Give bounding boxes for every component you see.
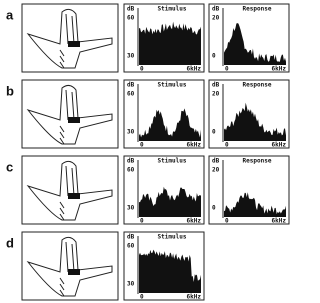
- panel-title: Stimulus: [158, 6, 187, 13]
- ossicle: [66, 90, 74, 120]
- x-start-label: 0: [140, 218, 144, 225]
- panel-title: Stimulus: [158, 82, 187, 89]
- hatch: [60, 50, 64, 68]
- stapes: [68, 41, 80, 47]
- x-end-label: 6kHz: [272, 218, 287, 225]
- spectrum: [139, 187, 201, 217]
- x-end-label: 6kHz: [187, 294, 202, 301]
- spectrum: [224, 103, 286, 141]
- ear-schematic: [22, 80, 118, 148]
- stimulus-panel: Stimulus dB 60 30 0 6kHz: [124, 4, 204, 73]
- x-end-label: 6kHz: [187, 218, 202, 225]
- schematic-frame: [22, 232, 118, 300]
- x-start-label: 0: [225, 66, 229, 73]
- x-end-label: 6kHz: [272, 66, 287, 73]
- spectrum: [224, 192, 286, 217]
- axis-unit: dB: [127, 82, 135, 89]
- x-start-label: 0: [225, 218, 229, 225]
- panel-title: Response: [243, 6, 272, 13]
- axis-unit: dB: [127, 158, 135, 165]
- x-end-label: 6kHz: [187, 66, 202, 73]
- x-end-label: 6kHz: [272, 142, 287, 149]
- y-tick-label: 60: [127, 91, 135, 98]
- panel-label: b: [6, 83, 14, 98]
- axis-unit: dB: [127, 6, 135, 13]
- x-start-label: 0: [140, 142, 144, 149]
- response-panel: Response dB 20 0 0 6kHz: [209, 80, 289, 149]
- panel-title: Stimulus: [158, 234, 187, 241]
- ossicle: [66, 242, 74, 272]
- ossicle: [66, 14, 74, 44]
- hatch: [60, 278, 64, 296]
- schematic-frame: [22, 80, 118, 148]
- panel-title: Response: [243, 158, 272, 165]
- y-tick-label: 60: [127, 167, 135, 174]
- hatch: [60, 202, 64, 220]
- ear-schematic: [22, 4, 118, 72]
- hatch: [60, 126, 64, 144]
- y-tick-label: 20: [212, 15, 220, 22]
- panel-title: Response: [243, 82, 272, 89]
- stapes: [68, 269, 80, 275]
- x-start-label: 0: [225, 142, 229, 149]
- axis-unit: dB: [212, 6, 220, 13]
- response-panel: Response dB 20 0 0 6kHz: [209, 4, 289, 73]
- axis-unit: dB: [212, 82, 220, 89]
- spectrum: [139, 22, 201, 65]
- stapes: [68, 193, 80, 199]
- stimulus-panel: Stimulus dB 60 30 0 6kHz: [124, 156, 204, 225]
- stimulus-panel: Stimulus dB 60 30 0 6kHz: [124, 80, 204, 149]
- spectrum: [139, 250, 201, 293]
- stimulus-panel: Stimulus dB 60 30 0 6kHz: [124, 232, 204, 301]
- spectrum: [139, 108, 201, 141]
- y-tick-label: 20: [212, 167, 220, 174]
- ear-outline: [28, 237, 112, 296]
- stapes: [68, 117, 80, 123]
- y-tick-label: 20: [212, 91, 220, 98]
- x-start-label: 0: [140, 294, 144, 301]
- ear-outline: [28, 85, 112, 144]
- y-tick-label: 30: [127, 53, 135, 60]
- y-tick-label: 30: [127, 129, 135, 136]
- schematic-frame: [22, 156, 118, 224]
- schematic-frame: [22, 4, 118, 72]
- panel-label: d: [6, 235, 14, 250]
- x-start-label: 0: [140, 66, 144, 73]
- y-tick-label: 60: [127, 15, 135, 22]
- axis-unit: dB: [212, 158, 220, 165]
- ear-schematic: [22, 156, 118, 224]
- spectrum: [224, 23, 286, 65]
- panel-label: c: [6, 159, 13, 174]
- ear-schematic: [22, 232, 118, 300]
- panel-title: Stimulus: [158, 158, 187, 165]
- y-tick-label: 30: [127, 205, 135, 212]
- y-tick-label: 60: [127, 243, 135, 250]
- y-tick-label: 0: [212, 53, 216, 60]
- figure: a Stimulus dB 60 30 0 6kHz Response dB 20 0 0 6kHz b S…: [0, 0, 292, 303]
- y-tick-label: 0: [212, 129, 216, 136]
- y-tick-label: 0: [212, 205, 216, 212]
- y-tick-label: 30: [127, 281, 135, 288]
- panel-label: a: [6, 7, 14, 22]
- axis-unit: dB: [127, 234, 135, 241]
- ossicle: [66, 166, 74, 196]
- ear-outline: [28, 9, 112, 68]
- ear-outline: [28, 161, 112, 220]
- response-panel: Response dB 20 0 0 6kHz: [209, 156, 289, 225]
- x-end-label: 6kHz: [187, 142, 202, 149]
